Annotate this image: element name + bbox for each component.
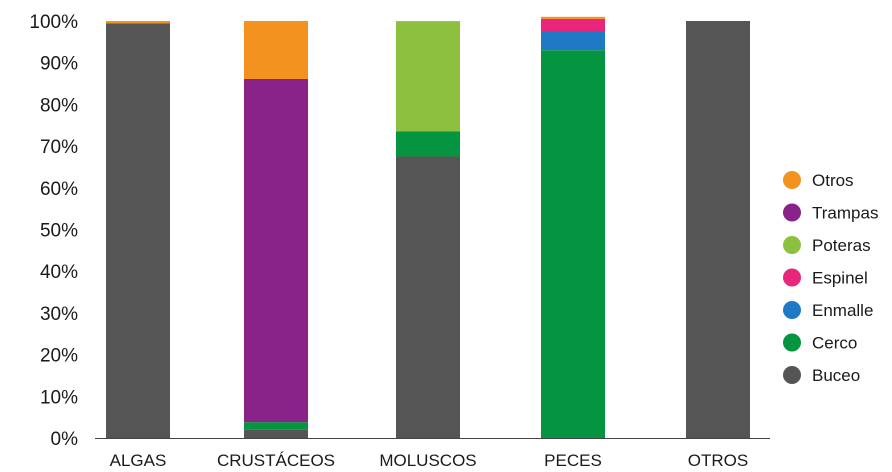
bar-segment-otros	[244, 21, 308, 79]
legend-swatch	[783, 366, 801, 384]
bar-segment-otros	[106, 21, 170, 24]
bar-segment-enmalle	[541, 31, 605, 51]
x-tick-label: CRUSTÁCEOS	[217, 451, 335, 470]
legend-label: Buceo	[812, 366, 860, 385]
y-tick-label: 40%	[40, 262, 78, 283]
bar-segment-otros	[541, 16, 605, 19]
legend-swatch	[783, 171, 801, 189]
y-tick-label: 50%	[40, 221, 78, 242]
bar-segment-otros	[396, 21, 460, 22]
bar-segment-buceo	[244, 429, 308, 438]
bar-segment-buceo	[686, 21, 750, 438]
bar-segment-buceo	[396, 156, 460, 438]
legend-swatch	[783, 236, 801, 254]
x-tick-label: PECES	[544, 451, 602, 470]
bar-segment-cerco	[244, 422, 308, 430]
legend-swatch	[783, 268, 801, 287]
legend-item: Enmalle	[783, 301, 873, 320]
legend-item: Espinel	[783, 268, 868, 288]
legend-item: Otros	[783, 171, 854, 190]
legend-label: Otros	[812, 171, 854, 190]
y-tick-label: 60%	[40, 179, 78, 200]
bar-segment-buceo	[106, 23, 170, 438]
bar-segment-poteras	[396, 21, 460, 132]
legend-swatch	[783, 301, 801, 319]
legend-item: Poteras	[783, 236, 871, 255]
y-tick-label: 80%	[40, 95, 78, 116]
bar-segment-cerco	[396, 131, 460, 157]
legend-label: Trampas	[812, 204, 878, 223]
legend-label: Enmalle	[812, 301, 873, 320]
legend-item: Trampas	[783, 203, 878, 223]
legend: Otros Trampas Poteras Espinel Enmalle Cerco Bu…	[783, 171, 878, 385]
y-tick-label: 90%	[40, 54, 78, 75]
legend-label: Poteras	[812, 236, 871, 255]
legend-item: Cerco	[783, 333, 857, 353]
x-tick-label: MOLUSCOS	[379, 451, 476, 470]
y-tick-label: 30%	[40, 304, 78, 325]
bar-segment-espinel	[541, 18, 605, 32]
y-tick-label: 0%	[51, 429, 79, 450]
bars-group	[106, 16, 750, 438]
bar-segment-trampas	[244, 78, 308, 423]
y-tick-label: 100%	[29, 12, 78, 33]
x-tick-label: ALGAS	[110, 451, 167, 470]
y-tick-label: 70%	[40, 137, 78, 158]
legend-item: Buceo	[783, 366, 860, 385]
bar-segment-cerco	[541, 50, 605, 438]
y-axis-ticks: 0% 10% 20% 30% 40% 50% 60% 70% 80% 90% 100%	[29, 12, 78, 450]
x-tick-label: OTROS	[688, 451, 748, 470]
legend-swatch	[783, 203, 801, 222]
legend-label: Cerco	[812, 334, 857, 353]
x-axis-labels: ALGAS CRUSTÁCEOS MOLUSCOS PECES OTROS	[110, 451, 749, 470]
y-tick-label: 10%	[40, 387, 78, 408]
legend-swatch	[783, 333, 801, 352]
y-tick-label: 20%	[40, 346, 78, 367]
legend-label: Espinel	[812, 269, 868, 288]
